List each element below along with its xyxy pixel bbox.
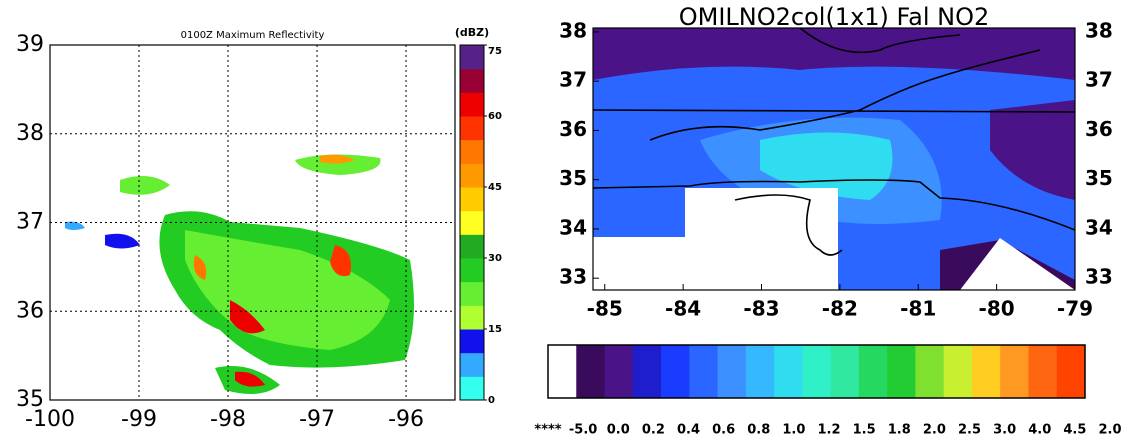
colorbar-cell xyxy=(460,281,484,306)
colorbar-cell xyxy=(460,329,484,354)
y-tick-label: 33 xyxy=(559,265,587,289)
colorbar-tick-label: 15 xyxy=(488,324,502,335)
colorbar-tick-label: 3.0 xyxy=(993,423,1016,438)
colorbar-cell xyxy=(632,345,662,398)
colorbar-tick-label: 0.6 xyxy=(712,423,735,438)
colorbar-tick-label: 75 xyxy=(488,46,502,57)
y-tick-label: 35 xyxy=(1085,166,1113,190)
colorbar-tick-label: 2.0 xyxy=(1098,423,1121,438)
colorbar-tick-label: 0 xyxy=(488,395,495,406)
colorbar-cell xyxy=(604,345,634,398)
colorbar-tick-label: 0.8 xyxy=(747,423,770,438)
colorbar-cell xyxy=(830,345,860,398)
x-tick-label: -97 xyxy=(299,407,335,432)
x-tick-label: -96 xyxy=(388,407,424,432)
x-tick-label: -99 xyxy=(121,407,157,432)
colorbar-tick-label: 0.4 xyxy=(677,423,700,438)
colorbar-cell xyxy=(548,345,577,398)
y-tick-label: 38 xyxy=(16,121,44,146)
y-tick-label: 36 xyxy=(16,298,44,323)
colorbar-cell xyxy=(1000,345,1029,398)
colorbar-cell xyxy=(943,345,973,398)
colorbar-cell xyxy=(460,376,484,401)
colorbar-frame xyxy=(547,344,1086,399)
chart-title: 0100Z Maximum Reflectivity xyxy=(181,30,325,41)
y-tick-label: 39 xyxy=(16,32,44,57)
colorbar-cell xyxy=(460,68,484,93)
x-tick-label: -84 xyxy=(665,297,701,321)
x-tick-label: -82 xyxy=(822,297,858,321)
x-tick-label: -79 xyxy=(1057,297,1093,321)
colorbar-cell xyxy=(460,210,484,235)
colorbar-tick-label: -5.0 xyxy=(569,423,597,438)
colorbar-cell xyxy=(858,345,888,398)
colorbar-tick-label: 1.8 xyxy=(888,423,911,438)
colorbar-label: (dBZ) xyxy=(455,26,489,39)
colorbar-cell xyxy=(689,345,719,398)
x-tick-label: -85 xyxy=(587,297,623,321)
no2-field xyxy=(592,27,1076,290)
colorbar-tick-label: **** xyxy=(534,423,561,438)
colorbar-cell xyxy=(460,234,484,259)
colorbar-cell xyxy=(576,345,606,398)
y-tick-label: 37 xyxy=(559,68,587,92)
colorbar-cell xyxy=(460,163,484,188)
colorbar-tick-label: 0.2 xyxy=(642,423,665,438)
x-tick-label: -81 xyxy=(900,297,936,321)
colorbar-tick-label: 4.5 xyxy=(1063,423,1086,438)
colorbar-cell xyxy=(460,92,484,117)
colorbar-tick-label: 1.0 xyxy=(782,423,805,438)
colorbar-tick-label: 1.5 xyxy=(853,423,876,438)
colorbar-cell xyxy=(460,139,484,164)
colorbar-cell xyxy=(460,258,484,283)
colorbar-cell xyxy=(460,45,484,70)
colorbar-cell xyxy=(1056,345,1086,398)
colorbar-cell xyxy=(802,345,832,398)
y-tick-label: 38 xyxy=(1085,18,1113,42)
x-tick-label: -80 xyxy=(979,297,1015,321)
plot-frame xyxy=(592,27,1076,291)
y-tick-label: 33 xyxy=(1085,265,1113,289)
colorbar-tick-label: 2.5 xyxy=(958,423,981,438)
colorbar-tick-label: 45 xyxy=(488,182,502,193)
colorbar-frame xyxy=(459,44,485,401)
y-tick-label: 38 xyxy=(559,18,587,42)
y-tick-label: 35 xyxy=(559,166,587,190)
colorbar-cell xyxy=(661,345,690,398)
colorbar-tick-label: 30 xyxy=(488,253,502,264)
colorbar-cell xyxy=(460,116,484,141)
chart-title: OMILNO2col(1x1) Fal NO2 xyxy=(679,3,990,31)
colorbar-cell xyxy=(460,352,484,377)
x-tick-label: -98 xyxy=(210,407,246,432)
colorbar-cell xyxy=(745,345,775,398)
colorbar-tick-label: 0.0 xyxy=(607,423,630,438)
colorbar-cell xyxy=(460,305,484,330)
x-tick-label: -100 xyxy=(25,407,75,432)
colorbar-tick-label: 1.2 xyxy=(817,423,840,438)
colorbar-tick-label: 60 xyxy=(488,111,502,122)
y-tick-label: 36 xyxy=(559,117,587,141)
y-tick-label: 35 xyxy=(16,387,44,412)
y-tick-label: 37 xyxy=(1085,68,1113,92)
colorbar-tick-label: 4.0 xyxy=(1028,423,1051,438)
radar-echoes xyxy=(65,154,414,394)
colorbar-tick-label: 2.0 xyxy=(923,423,946,438)
y-tick-label: 37 xyxy=(16,210,44,235)
colorbar-cell xyxy=(971,345,1001,398)
x-tick-label: -83 xyxy=(743,297,779,321)
colorbar-cell xyxy=(460,187,484,212)
colorbar-cell xyxy=(774,345,803,398)
y-tick-label: 34 xyxy=(559,215,587,239)
colorbar-cell xyxy=(1028,345,1058,398)
colorbar-cell xyxy=(887,345,916,398)
colorbar-cell xyxy=(915,345,945,398)
y-tick-label: 34 xyxy=(1085,215,1113,239)
colorbar-cell xyxy=(717,345,747,398)
y-tick-label: 36 xyxy=(1085,117,1113,141)
